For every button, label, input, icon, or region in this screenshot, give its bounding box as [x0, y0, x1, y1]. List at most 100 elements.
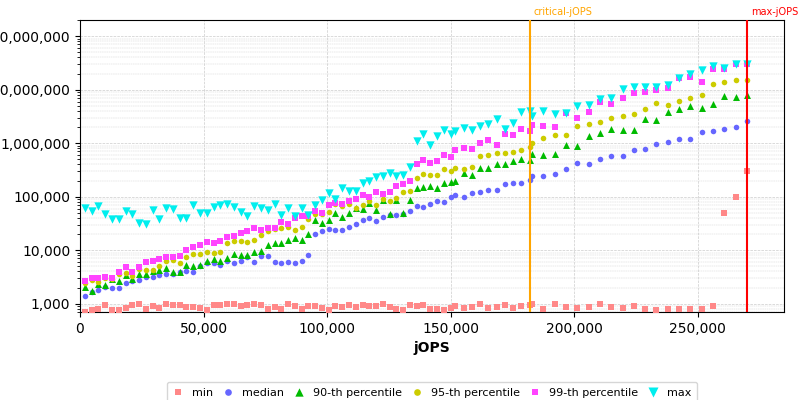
min: [417, 302, 430, 309]
95-th percentile: [214, 249, 226, 255]
90-th percentile: [706, 100, 719, 107]
min: [706, 303, 719, 309]
min: [262, 305, 274, 312]
90-th percentile: [582, 133, 595, 139]
99-th percentile: [627, 90, 640, 97]
90-th percentile: [234, 252, 247, 259]
max: [126, 211, 138, 217]
min: [627, 303, 640, 309]
90-th percentile: [187, 262, 200, 269]
95-th percentile: [571, 123, 584, 129]
90-th percentile: [741, 92, 754, 99]
95-th percentile: [650, 99, 663, 106]
min: [673, 306, 686, 313]
min: [638, 306, 651, 312]
median: [92, 287, 105, 294]
90-th percentile: [315, 220, 328, 226]
99-th percentile: [329, 200, 342, 206]
90-th percentile: [684, 103, 697, 110]
99-th percentile: [342, 198, 355, 204]
90-th percentile: [458, 170, 470, 176]
min: [662, 306, 674, 313]
median: [662, 138, 674, 145]
median: [275, 260, 288, 266]
90-th percentile: [289, 235, 302, 241]
95-th percentile: [295, 224, 308, 231]
99-th percentile: [363, 194, 376, 200]
99-th percentile: [350, 196, 362, 202]
min: [282, 301, 294, 307]
min: [363, 303, 376, 310]
min: [449, 303, 462, 310]
90-th percentile: [482, 165, 495, 171]
95-th percentile: [474, 153, 486, 160]
min: [482, 305, 495, 311]
95-th percentile: [315, 211, 328, 217]
min: [139, 306, 152, 312]
max: [438, 127, 450, 133]
min: [295, 306, 308, 312]
99-th percentile: [582, 108, 595, 115]
min: [322, 306, 335, 313]
90-th percentile: [718, 93, 730, 100]
min: [126, 302, 138, 308]
90-th percentile: [133, 271, 146, 277]
min: [174, 302, 186, 308]
min: [201, 307, 214, 313]
95-th percentile: [289, 227, 302, 233]
99-th percentile: [548, 124, 561, 130]
min: [559, 304, 572, 310]
max: [166, 206, 179, 212]
95-th percentile: [466, 164, 478, 170]
99-th percentile: [370, 188, 382, 195]
median: [424, 201, 437, 208]
90-th percentile: [166, 269, 179, 275]
median: [370, 218, 382, 225]
median: [309, 231, 322, 238]
90-th percentile: [523, 156, 536, 163]
99-th percentile: [466, 146, 478, 152]
min: [329, 302, 342, 309]
95-th percentile: [342, 201, 355, 208]
max: [106, 216, 118, 222]
max: [342, 188, 355, 195]
90-th percentile: [282, 236, 294, 243]
min: [221, 300, 234, 307]
max: [262, 207, 274, 213]
90-th percentile: [498, 161, 511, 167]
90-th percentile: [390, 196, 402, 203]
95-th percentile: [673, 98, 686, 104]
95-th percentile: [377, 196, 390, 202]
min: [241, 302, 254, 308]
95-th percentile: [718, 78, 730, 85]
median: [342, 224, 355, 230]
median: [466, 190, 478, 197]
median: [221, 258, 234, 264]
99-th percentile: [309, 208, 322, 214]
min: [684, 306, 697, 312]
min: [526, 301, 538, 307]
95-th percentile: [207, 250, 220, 256]
median: [214, 262, 226, 268]
max: [548, 110, 561, 117]
min: [112, 307, 125, 313]
median: [99, 284, 112, 290]
Legend: min, median, 90-th percentile, 95-th percentile, 99-th percentile, max: min, median, 90-th percentile, 95-th per…: [167, 382, 697, 400]
min: [424, 306, 437, 312]
99-th percentile: [650, 86, 663, 93]
max: [295, 205, 308, 212]
max: [315, 197, 328, 203]
max: [227, 204, 240, 210]
95-th percentile: [526, 140, 538, 146]
max: [377, 172, 390, 179]
max: [449, 128, 462, 134]
99-th percentile: [506, 132, 519, 138]
90-th percentile: [146, 268, 159, 274]
max: [627, 83, 640, 90]
min: [718, 210, 730, 216]
min: [390, 306, 402, 312]
median: [410, 202, 423, 209]
90-th percentile: [92, 281, 105, 288]
99-th percentile: [356, 192, 369, 198]
min: [741, 168, 754, 174]
